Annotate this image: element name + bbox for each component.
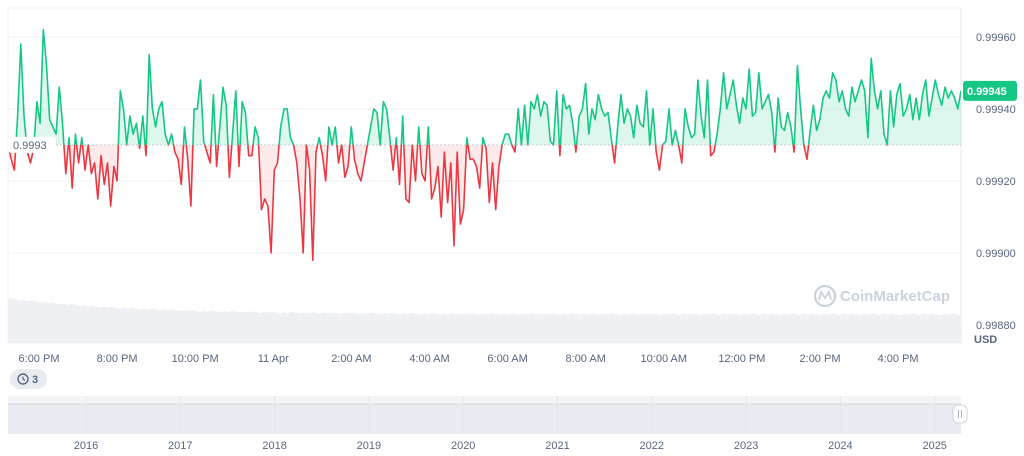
plot-frame bbox=[7, 7, 962, 344]
y-tick-labels: 0.99880 0.99900 0.99920 0.99940 0.99960 bbox=[976, 32, 1016, 332]
area-below-baseline bbox=[8, 144, 961, 261]
navigator-tick-label: 2025 bbox=[922, 440, 946, 452]
y-tick-label: 0.99960 bbox=[976, 32, 1016, 44]
clock-history-icon bbox=[17, 373, 29, 385]
volume-area bbox=[8, 297, 961, 343]
navigator-tick-label: 2019 bbox=[357, 440, 381, 452]
currency-unit-label: USD bbox=[974, 334, 997, 346]
range-navigator[interactable]: 2016 2017 2018 2019 2020 2021 2022 2023 2024 2025 bbox=[8, 396, 968, 452]
navigator-tick-label: 2022 bbox=[640, 440, 664, 452]
events-count: 3 bbox=[32, 374, 38, 386]
events-badge[interactable]: 3 bbox=[10, 369, 47, 389]
navigator-tick-label: 2016 bbox=[74, 440, 98, 452]
x-tick-label: 2:00 PM bbox=[800, 353, 841, 365]
navigator-handle[interactable] bbox=[952, 404, 968, 424]
x-tick-label: 6:00 AM bbox=[487, 353, 527, 365]
navigator-tick-label: 2023 bbox=[734, 440, 758, 452]
x-tick-labels: 6:00 PM 8:00 PM 10:00 PM 11 Apr 2:00 AM 4:00 … bbox=[19, 353, 919, 365]
baseline-label: 0.9993 bbox=[13, 140, 47, 152]
y-tick-label: 0.99880 bbox=[976, 320, 1016, 332]
watermark: CoinMarketCap bbox=[813, 284, 950, 308]
watermark-text: CoinMarketCap bbox=[840, 288, 950, 305]
x-tick-label: 2:00 AM bbox=[331, 353, 371, 365]
x-tick-label: 10:00 AM bbox=[641, 353, 687, 365]
x-tick-label: 4:00 PM bbox=[878, 353, 919, 365]
navigator-tick-label: 2024 bbox=[828, 440, 852, 452]
x-tick-label: 8:00 AM bbox=[566, 353, 606, 365]
x-tick-label: 10:00 PM bbox=[172, 353, 219, 365]
x-tick-label: 8:00 PM bbox=[97, 353, 138, 365]
coinmarketcap-logo-icon bbox=[813, 284, 837, 308]
x-tick-label: 6:00 PM bbox=[19, 353, 60, 365]
navigator-tick-label: 2018 bbox=[262, 440, 286, 452]
current-price-label: 0.99945 bbox=[967, 86, 1007, 98]
volume-strip bbox=[8, 297, 961, 343]
navigator-tick-label: 2020 bbox=[451, 440, 475, 452]
x-tick-label: 4:00 AM bbox=[409, 353, 449, 365]
x-tick-label: 11 Apr bbox=[258, 353, 289, 365]
y-tick-label: 0.99940 bbox=[976, 104, 1016, 116]
navigator-ticks: 2016 2017 2018 2019 2020 2021 2022 2023 2024 2025 bbox=[74, 396, 947, 452]
x-tick-label: 12:00 PM bbox=[718, 353, 765, 365]
y-tick-label: 0.99900 bbox=[976, 248, 1016, 260]
navigator-tick-label: 2021 bbox=[545, 440, 569, 452]
navigator-tick-label: 2017 bbox=[168, 440, 192, 452]
navigator-area bbox=[8, 404, 961, 434]
area-above-baseline bbox=[15, 29, 961, 145]
current-price-badge: 0.99945 bbox=[963, 80, 1017, 101]
y-tick-label: 0.99920 bbox=[976, 176, 1016, 188]
price-line-above bbox=[8, 28, 961, 145]
baseline-badge: 0.9993 bbox=[8, 136, 56, 153]
